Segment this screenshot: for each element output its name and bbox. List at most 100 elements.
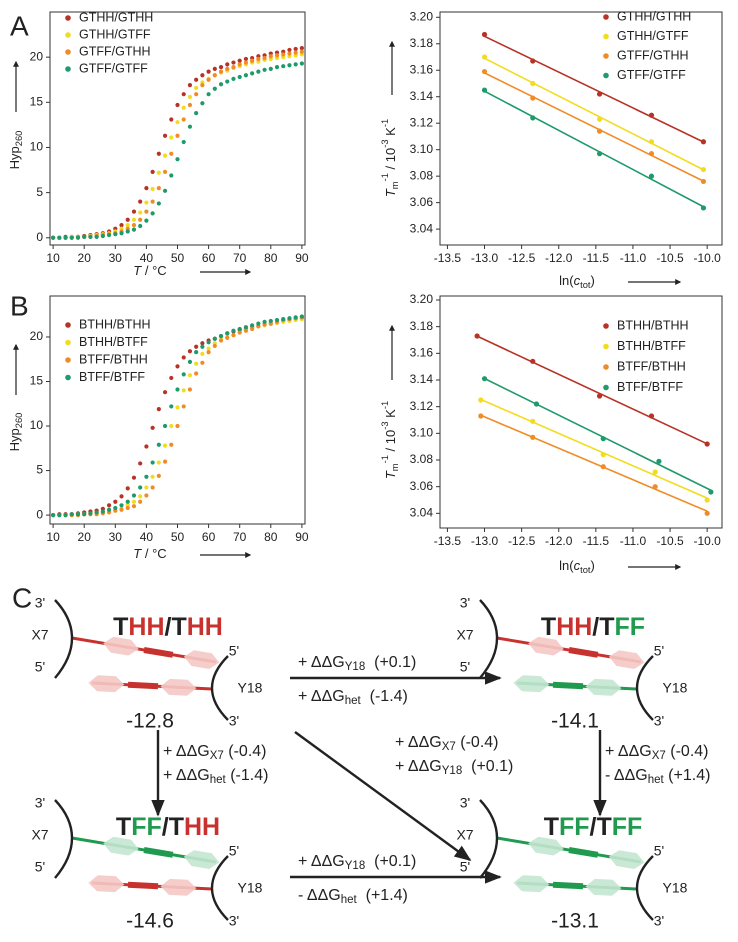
data-point xyxy=(194,77,199,82)
data-point xyxy=(596,91,603,97)
data-point xyxy=(530,80,536,87)
data-point xyxy=(156,442,161,447)
data-point xyxy=(212,343,217,348)
data-point xyxy=(119,507,124,512)
legend-marker xyxy=(65,49,71,55)
x-tick-label: 70 xyxy=(233,530,247,544)
data-point xyxy=(131,227,137,232)
strand-label: 3' xyxy=(229,913,239,929)
y-tick-label: 3.06 xyxy=(410,479,434,493)
data-point xyxy=(481,68,488,75)
data-point xyxy=(51,512,56,518)
data-point xyxy=(125,223,130,228)
y-tick-label: 3.20 xyxy=(410,292,434,306)
x-tick-label: -12.0 xyxy=(545,534,573,548)
strand-label: 3' xyxy=(460,595,470,611)
data-point xyxy=(82,512,87,517)
data-point xyxy=(94,510,99,515)
strand-label: 3' xyxy=(460,795,470,811)
data-point xyxy=(281,52,286,57)
edge-label-part: het xyxy=(648,774,665,786)
node-title-part: T xyxy=(169,813,184,841)
data-point xyxy=(125,229,130,234)
fit-line xyxy=(480,414,708,512)
data-point xyxy=(218,69,224,74)
data-point xyxy=(156,170,161,175)
data-point xyxy=(287,51,292,56)
legend-marker xyxy=(603,323,609,329)
node-title-part: FF xyxy=(131,813,162,841)
data-point xyxy=(162,169,168,174)
edge-label: + ΔΔGX7 (-0.4) xyxy=(163,743,267,762)
data-point xyxy=(181,117,186,122)
edge-label: + ΔΔGX7 (-0.4) xyxy=(395,734,499,753)
edge-label: + ΔΔGhet (-1.4) xyxy=(298,688,408,707)
data-point xyxy=(181,355,186,360)
strand-end xyxy=(210,655,229,721)
y-tick-label: 3.12 xyxy=(410,115,434,129)
x-axis-label-part: ln( xyxy=(559,273,574,288)
x-tick-label: 50 xyxy=(171,251,185,265)
x-tick-label: -11.0 xyxy=(620,534,647,548)
x-tick-label: 70 xyxy=(233,251,247,265)
node-title-part: T xyxy=(113,613,128,641)
data-point xyxy=(596,151,603,157)
node-value: -14.6 xyxy=(126,910,174,933)
x-tick-label: 20 xyxy=(78,530,92,544)
strand-core xyxy=(127,681,159,690)
data-point xyxy=(648,139,655,145)
data-point xyxy=(262,319,267,324)
edge-label-part: + ΔΔG xyxy=(605,743,652,760)
chromophore xyxy=(103,836,139,856)
data-point xyxy=(281,317,286,322)
x-tick-label: -10.0 xyxy=(693,251,721,265)
data-point xyxy=(206,346,211,351)
y-axis-label: Tm-1 / 10-3 K-1 xyxy=(380,119,400,197)
edge-label-part: (+0.1) xyxy=(462,758,513,775)
data-point xyxy=(600,436,606,442)
edge-label-part: (-0.4) xyxy=(456,734,499,751)
data-point xyxy=(287,63,292,68)
strand-end xyxy=(479,799,499,879)
data-point xyxy=(169,151,174,156)
y-axis-label-part: K xyxy=(383,127,398,140)
data-point xyxy=(175,157,180,162)
data-point xyxy=(212,336,217,341)
node-title: THH/THH xyxy=(113,613,223,641)
data-point xyxy=(299,49,304,54)
data-point xyxy=(262,67,267,72)
data-point xyxy=(704,441,710,447)
node-title-part: HH xyxy=(184,813,220,841)
data-point xyxy=(150,199,155,204)
data-point xyxy=(169,423,174,429)
edge-label-part: (+0.1) xyxy=(365,853,416,870)
x-tick-label: -10.5 xyxy=(656,251,684,265)
data-point xyxy=(138,223,143,229)
data-point xyxy=(131,493,137,498)
data-point xyxy=(150,485,155,490)
fit-line xyxy=(476,335,708,445)
data-point xyxy=(181,139,186,145)
strand-label: 5' xyxy=(460,859,470,875)
data-point xyxy=(138,485,143,490)
data-point xyxy=(237,62,242,67)
data-point xyxy=(181,92,186,97)
data-point xyxy=(256,56,261,62)
legend-label: GTHH/GTHH xyxy=(79,10,153,24)
panel-label: B xyxy=(10,290,29,321)
data-point xyxy=(212,66,217,71)
chromophore xyxy=(160,878,197,896)
legend-label: BTHH/BTFF xyxy=(79,335,148,349)
data-point xyxy=(200,344,205,349)
x-tick-label: -11.5 xyxy=(583,534,610,548)
chromophore xyxy=(528,636,564,656)
data-point xyxy=(530,58,536,64)
strand-label: 5' xyxy=(654,843,664,859)
chromophore xyxy=(103,636,139,656)
data-point xyxy=(530,434,536,440)
legend-label: GTHH/GTFF xyxy=(617,29,689,43)
legend-label: BTHH/BTHH xyxy=(617,318,689,332)
x-tick-label: 10 xyxy=(46,251,60,265)
y-tick-label: 3.08 xyxy=(410,168,434,182)
x-tick-label: -12.0 xyxy=(545,251,573,265)
